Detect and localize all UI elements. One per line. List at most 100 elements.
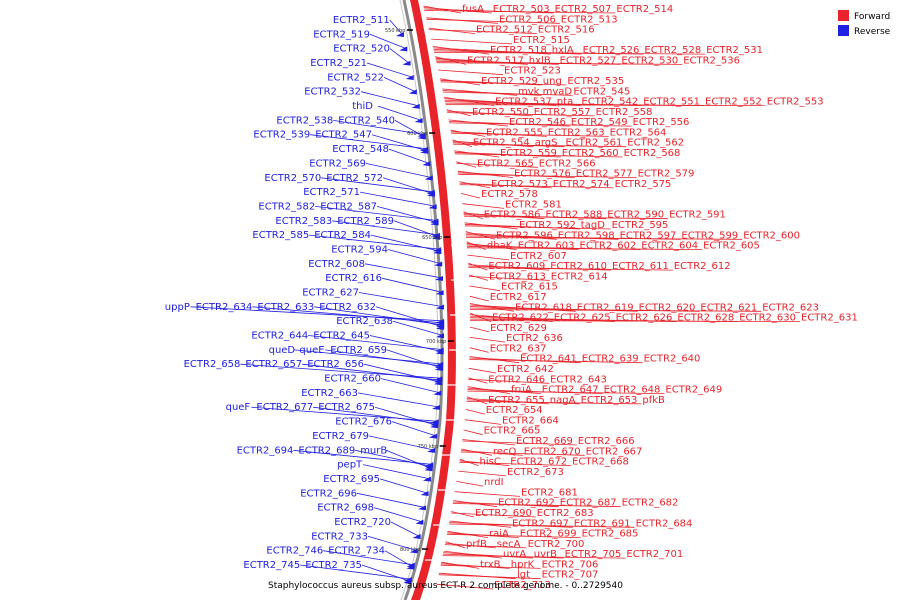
forward-gene-label: ECTR2_611 (612, 261, 669, 272)
forward-gene-label: ECTR2_697 (512, 518, 569, 529)
reverse-gene-label: ECTR2_735 (305, 560, 362, 571)
reverse-leader-line (368, 435, 434, 451)
forward-leader-line (459, 461, 572, 466)
reverse-gene-label: ECTR2_659 (330, 345, 387, 356)
reverse-gene-label: ECTR2_733 (311, 531, 368, 542)
forward-gene-label: ECTR2_588 (546, 210, 603, 221)
forward-gene-band (410, 0, 456, 600)
forward-gene-label: ECTR2_592 (519, 220, 576, 231)
forward-gene-label: ECTR2_604 (641, 241, 698, 252)
forward-gene-label: ECTR2_553 (767, 97, 824, 108)
forward-gene-label: ECTR2_605 (703, 241, 760, 252)
forward-gene-label: ECTR2_595 (612, 220, 669, 231)
reverse-gene-mark (403, 577, 412, 582)
reverse-gene-label: pepT (337, 460, 363, 471)
reverse-leader-line (315, 206, 437, 221)
reverse-gene-mark (433, 390, 442, 396)
forward-gene-label: ECTR2_528 (644, 45, 701, 56)
reverse-leader-line (360, 91, 418, 107)
forward-leader-line (456, 481, 484, 487)
forward-leader-line (428, 29, 537, 34)
reverse-leader-line (300, 564, 410, 580)
forward-gene-label: recQ (493, 446, 517, 457)
forward-gene-label: fusA (462, 4, 484, 15)
position-ticks: 550 kbp 600 kbp 650 kbp 700 kbp 750 kbp 800 k… (385, 28, 454, 553)
forward-leader-line (468, 274, 489, 281)
forward-gene-label: ECTR2_713 (494, 580, 551, 591)
forward-gene-label: ECTR2_623 (762, 302, 819, 313)
forward-leader-line (456, 162, 538, 168)
reverse-gene-label: ECTR2_658 (184, 359, 241, 370)
reverse-gene-label: queD (269, 345, 296, 356)
reverse-gene-label: ECTR2_538 (276, 115, 333, 126)
forward-leader-line (454, 491, 521, 497)
reverse-gene-marks (395, 32, 445, 584)
forward-gene-label: ECTR2_591 (669, 210, 726, 221)
forward-gene-label: ung (543, 76, 562, 87)
reverse-gene-label: ECTR2_532 (304, 87, 361, 98)
forward-leader-line (466, 247, 703, 250)
reverse-leader-line (294, 349, 442, 365)
reverse-leader-line (385, 449, 431, 469)
reverse-leader-line (310, 134, 427, 150)
forward-gene-label: ECTR2_506 (499, 14, 556, 25)
reverse-gene-mark (435, 275, 444, 281)
legend-reverse-swatch (838, 25, 849, 36)
forward-gene-label: ECTR2_643 (550, 374, 607, 385)
forward-gene-label: ECTR2_578 (481, 189, 538, 200)
forward-leader-line (464, 419, 502, 425)
reverse-gene-label: queF (226, 402, 251, 413)
forward-leader-line (426, 18, 560, 24)
reverse-leader-line (358, 292, 443, 307)
forward-leader-line (449, 122, 632, 127)
forward-leader-line (466, 401, 642, 405)
genome-backbone (402, 0, 444, 600)
forward-gene-label: ECTR2_692 (498, 498, 555, 509)
forward-gene-label: ECTR2_555 (486, 127, 543, 138)
reverse-gene-mark (436, 333, 445, 339)
reverse-gene-label: ECTR2_695 (323, 474, 380, 485)
forward-gene-label: ECTR2_640 (644, 354, 701, 365)
forward-leader-line (469, 295, 489, 302)
forward-gene-label: ECTR2_687 (560, 498, 617, 509)
reverse-leader-line (252, 306, 443, 324)
forward-gene-label: ECTR2_556 (633, 117, 690, 128)
reverse-leader-line (365, 163, 431, 178)
forward-gene-label: ECTR2_603 (518, 241, 575, 252)
forward-gene-label: ECTR2_574 (553, 179, 610, 190)
reverse-leader-lines (190, 19, 443, 582)
reverse-leader-line (386, 349, 442, 369)
forward-gene-label: ECTR2_507 (555, 4, 612, 15)
forward-gene-label: ECTR2_691 (574, 518, 631, 529)
tick-label: 750 kbp (418, 444, 438, 450)
reverse-gene-mark (427, 447, 436, 453)
reverse-leader-line (314, 306, 443, 326)
reverse-gene-labels: ECTR2_511 ECTR2_519 ECTR2_520 ECTR2_521 ECTR… (165, 15, 395, 571)
genome-caption: Staphylococcus aureus subsp. aureus ECT-… (268, 581, 623, 591)
reverse-gene-label: ECTR2_745 (243, 560, 300, 571)
forward-leader-line (438, 574, 541, 580)
reverse-gene-label: ECTR2_616 (325, 273, 382, 284)
forward-gene-label: ECTR2_701 (626, 549, 683, 560)
reverse-gene-label: ECTR2_644 (251, 331, 308, 342)
forward-leader-line (466, 237, 743, 240)
forward-gene-label: ECTR2_523 (504, 66, 561, 77)
forward-gene-label: mvaD (543, 86, 573, 97)
forward-gene-label: ECTR2_557 (534, 107, 591, 118)
tick-label: 800 kbp (400, 547, 420, 553)
forward-gene-label: ECTR2_649 (665, 385, 722, 396)
forward-gene-label: ECTR2_568 (624, 148, 681, 159)
reverse-gene-mark (418, 505, 427, 511)
reverse-leader-line (332, 220, 438, 236)
forward-leader-line (469, 347, 489, 353)
reverse-gene-label: ECTR2_627 (302, 288, 359, 299)
tick-label: 550 kbp (385, 28, 405, 34)
forward-gene-label: dhaK (487, 241, 513, 252)
forward-gene-label: ECTR2_664 (502, 415, 559, 426)
forward-gene-label: ECTR2_573 (491, 179, 548, 190)
forward-gene-label: prfB (466, 539, 487, 550)
reverse-leader-line (377, 105, 421, 121)
reverse-gene-label: ECTR2_519 (313, 29, 370, 40)
forward-leader-line (442, 91, 573, 96)
